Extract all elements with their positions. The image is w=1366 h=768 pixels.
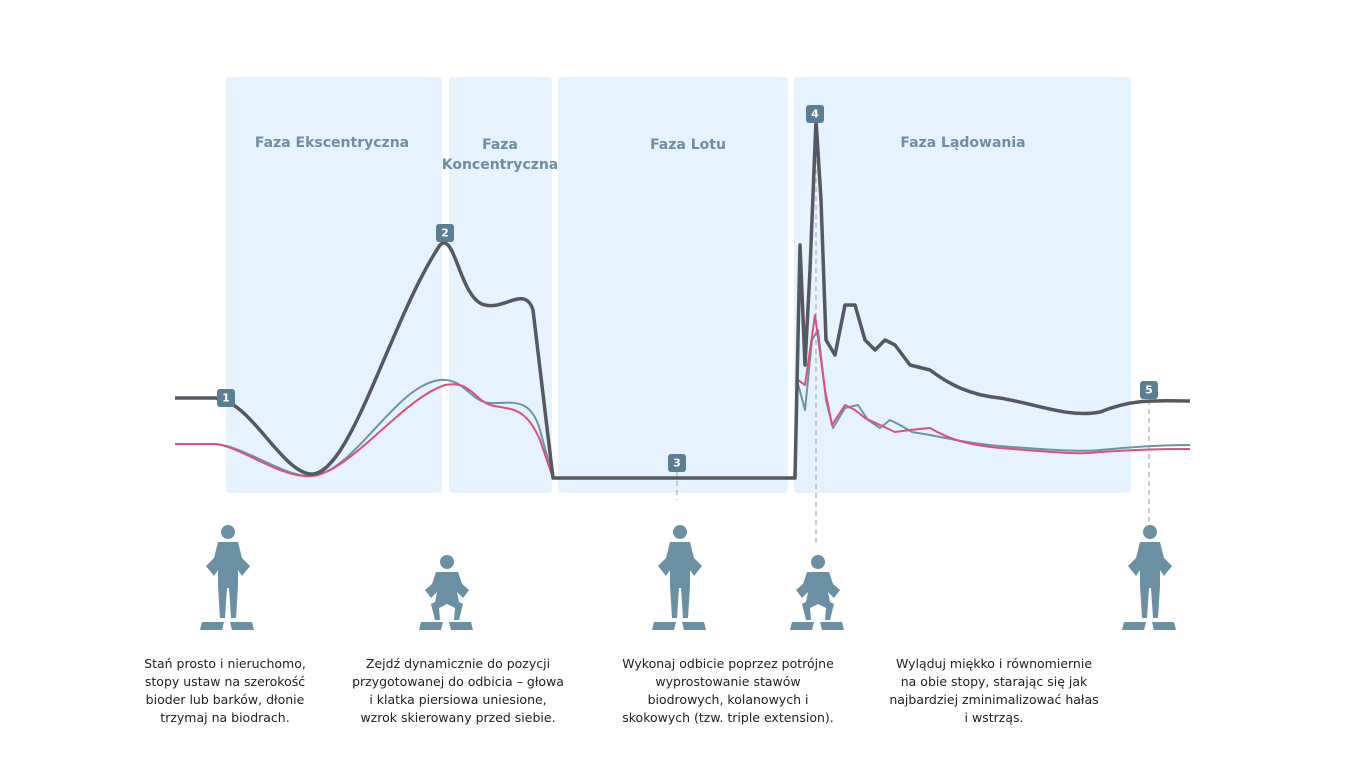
step-text: wyprostowanie stawów: [655, 674, 800, 689]
descriptions: Stań prosto i nieruchomo, stopy ustaw na…: [144, 656, 1099, 725]
figures: [200, 525, 1176, 630]
step-text: wzrok skierowany przed siebie.: [360, 710, 555, 725]
figure-landing: [790, 555, 844, 630]
curve-pink: [175, 314, 1191, 479]
step-text: Wyląduj miękko i równomiernie: [896, 656, 1092, 671]
marker-number: 3: [673, 457, 681, 470]
marker-number: 2: [441, 227, 449, 240]
phase-label: Faza: [482, 137, 518, 153]
phase-label: Faza Ekscentryczna: [255, 135, 409, 151]
step-text: skokowych (tzw. triple extension).: [622, 710, 834, 725]
step-text: na obie stopy, starając się jak: [901, 674, 1088, 689]
marker-number: 1: [222, 392, 230, 405]
marker-number: 5: [1145, 384, 1153, 397]
step-text: i wstrząs.: [965, 710, 1024, 725]
figure-standing: [1122, 525, 1176, 630]
step-text: bioder lub barków, dłonie: [146, 692, 305, 707]
marker-number: 4: [811, 108, 819, 121]
step-text: i klatka piersiowa uniesione,: [369, 692, 546, 707]
marker-box: [217, 389, 235, 407]
step-text: Wykonaj odbicie poprzez potrójne: [622, 656, 834, 671]
figure-standing: [200, 525, 254, 630]
markers: 1 2 3 4 5: [217, 105, 1158, 472]
phase-box: [226, 77, 442, 493]
phase-label: Faza Lotu: [650, 137, 726, 153]
step-text: stopy ustaw na szerokość: [145, 674, 305, 689]
step-text: Zejdź dynamicznie do pozycji: [366, 656, 550, 671]
phase-boxes: [226, 77, 1131, 493]
step-text: przygotowanej do odbicia – głowa: [352, 674, 564, 689]
marker-box: [806, 105, 824, 123]
curves: [175, 118, 1191, 480]
phase-label: Faza Lądowania: [900, 135, 1025, 151]
figure-jump: [652, 525, 706, 630]
phase-label: Koncentryczna: [442, 157, 559, 173]
phase-box: [558, 77, 788, 493]
phase-box: [449, 77, 552, 493]
marker-box: [668, 454, 686, 472]
phase-box: [794, 77, 1131, 493]
step-text: trzymaj na biodrach.: [160, 710, 289, 725]
step-text: biodrowych, kolanowych i: [648, 692, 809, 707]
marker-box: [436, 224, 454, 242]
step-text: Stań prosto i nieruchomo,: [144, 656, 306, 671]
step-text: najbardziej zminimalizować hałas: [889, 692, 1098, 707]
figure-squat: [419, 555, 473, 630]
curve-dark: [175, 118, 1191, 480]
marker-box: [1140, 381, 1158, 399]
